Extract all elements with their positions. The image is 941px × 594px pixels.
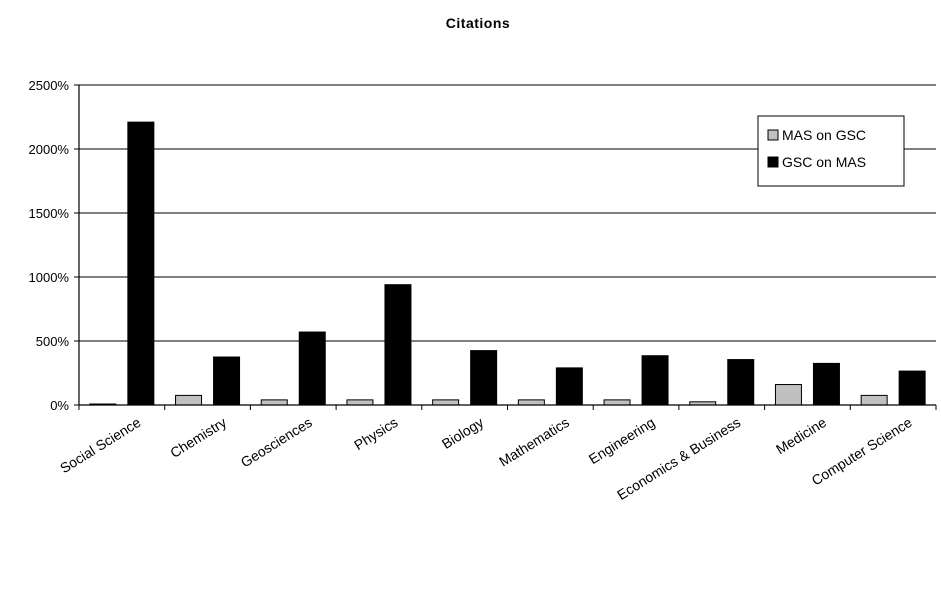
chart-title: Citations xyxy=(446,15,510,31)
bar-mas-on-gsc xyxy=(346,399,374,406)
bar-mas-on-gsc xyxy=(860,394,888,406)
y-axis-tick-labels: 0% 500% 1000% 1500% 2000% 2500% xyxy=(29,78,70,413)
x-category-label: Engineering xyxy=(586,414,658,467)
x-category-label: Biology xyxy=(439,414,486,452)
bar-gsc-on-mas xyxy=(213,356,241,406)
x-category-label: Mathematics xyxy=(496,414,572,470)
x-category-label: Social Science xyxy=(57,414,144,476)
legend-swatch xyxy=(767,156,779,168)
bar-gsc-on-mas xyxy=(470,350,498,406)
legend-label: GSC on MAS xyxy=(782,154,866,170)
y-tick-label: 0% xyxy=(50,398,69,413)
bar-gsc-on-mas xyxy=(727,359,755,406)
bar-mas-on-gsc xyxy=(260,399,288,406)
y-tick-label: 2000% xyxy=(29,142,70,157)
bar-gsc-on-mas xyxy=(384,284,412,406)
bar-gsc-on-mas xyxy=(898,370,926,406)
bar-gsc-on-mas xyxy=(298,331,326,406)
x-category-label: Chemistry xyxy=(167,414,229,461)
bar-gsc-on-mas xyxy=(641,355,669,406)
bar-gsc-on-mas xyxy=(555,367,583,406)
bar-mas-on-gsc xyxy=(517,399,545,406)
legend-swatch xyxy=(767,129,779,141)
x-category-label: Geosciences xyxy=(238,414,315,470)
bar-gsc-on-mas xyxy=(812,362,840,406)
legend-box xyxy=(757,115,905,187)
y-tick-label: 500% xyxy=(36,334,70,349)
y-tick-label: 1500% xyxy=(29,206,70,221)
x-category-label: Physics xyxy=(351,414,400,453)
bar-mas-on-gsc xyxy=(432,399,460,406)
x-category-label: Medicine xyxy=(773,414,829,457)
y-tick-label: 2500% xyxy=(29,78,70,93)
bar-gsc-on-mas xyxy=(127,121,155,406)
y-tick-label: 1000% xyxy=(29,270,70,285)
axes xyxy=(74,84,937,410)
bar-mas-on-gsc xyxy=(603,399,631,406)
legend: MAS on GSC GSC on MAS xyxy=(757,115,905,187)
x-axis-category-labels: Social Science Chemistry Geosciences Physic… xyxy=(57,414,915,503)
legend-label: MAS on GSC xyxy=(782,127,866,143)
bar-mas-on-gsc xyxy=(774,384,802,406)
bar-mas-on-gsc xyxy=(175,394,203,406)
